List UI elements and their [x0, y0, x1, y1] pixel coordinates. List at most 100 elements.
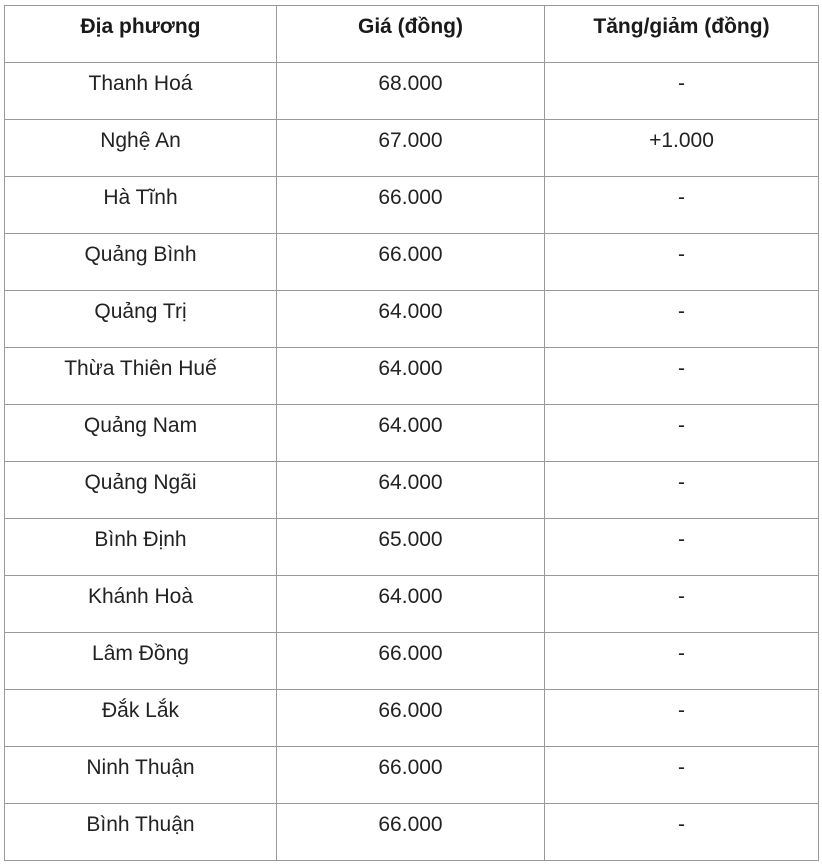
change-cell: -	[544, 404, 819, 462]
change-cell-text: -	[678, 471, 685, 494]
table-row: Quảng Nam 64.000 -	[4, 404, 819, 462]
price-cell-text: 64.000	[378, 414, 443, 437]
price-cell: 67.000	[276, 119, 545, 177]
table-row: Ninh Thuận 66.000 -	[4, 746, 819, 804]
price-cell-text: 66.000	[378, 243, 443, 266]
location-cell: Ninh Thuận	[4, 746, 277, 804]
change-cell-text: -	[678, 756, 685, 779]
header-price: Giá (đồng)	[276, 5, 545, 63]
price-cell: 66.000	[276, 689, 545, 747]
change-cell: -	[544, 461, 819, 519]
table-row: Hà Tĩnh 66.000 -	[4, 176, 819, 234]
table-row: Quảng Bình 66.000 -	[4, 233, 819, 291]
table-row: Đắk Lắk 66.000 -	[4, 689, 819, 747]
change-cell-text: -	[678, 186, 685, 209]
location-cell: Quảng Ngãi	[4, 461, 277, 519]
location-cell: Đắk Lắk	[4, 689, 277, 747]
table-row: Lâm Đồng 66.000 -	[4, 632, 819, 690]
table-row: Thanh Hoá 68.000 -	[4, 62, 819, 120]
change-cell-text: -	[678, 300, 685, 323]
location-cell: Hà Tĩnh	[4, 176, 277, 234]
location-cell-text: Quảng Ngãi	[84, 471, 197, 494]
table-row: Quảng Trị 64.000 -	[4, 290, 819, 348]
header-change: Tăng/giảm (đồng)	[544, 5, 819, 63]
price-cell-text: 67.000	[378, 129, 443, 152]
change-cell: -	[544, 746, 819, 804]
change-cell: -	[544, 290, 819, 348]
location-cell-text: Hà Tĩnh	[103, 186, 178, 209]
price-cell: 66.000	[276, 176, 545, 234]
change-cell: -	[544, 632, 819, 690]
price-cell-text: 66.000	[378, 642, 443, 665]
change-cell: -	[544, 176, 819, 234]
price-cell-text: 66.000	[378, 186, 443, 209]
location-cell: Lâm Đồng	[4, 632, 277, 690]
change-cell: -	[544, 233, 819, 291]
table-row: Thừa Thiên Huế 64.000 -	[4, 347, 819, 405]
location-cell-text: Quảng Nam	[83, 414, 198, 437]
location-cell-text: Quảng Trị	[94, 300, 187, 323]
price-cell: 65.000	[276, 518, 545, 576]
table-row: Quảng Ngãi 64.000 -	[4, 461, 819, 519]
price-cell: 66.000	[276, 803, 545, 861]
price-cell-text: 66.000	[378, 756, 443, 779]
header-row: Địa phương Giá (đồng) Tăng/giảm (đồng)	[4, 5, 819, 63]
table-row: Nghệ An 67.000 +1.000	[4, 119, 819, 177]
table-row: Bình Định 65.000 -	[4, 518, 819, 576]
change-cell: -	[544, 803, 819, 861]
location-cell-text: Nghệ An	[100, 129, 181, 152]
table-row: Bình Thuận 66.000 -	[4, 803, 819, 861]
change-cell-text: -	[678, 813, 685, 836]
price-cell: 66.000	[276, 233, 545, 291]
location-cell: Quảng Bình	[4, 233, 277, 291]
price-cell-text: 64.000	[378, 585, 443, 608]
change-cell-text: +1.000	[649, 129, 714, 152]
location-cell-text: Bình Định	[94, 528, 187, 551]
change-cell: -	[544, 518, 819, 576]
price-cell-text: 65.000	[378, 528, 443, 551]
change-cell-text: -	[678, 699, 685, 722]
location-cell: Quảng Nam	[4, 404, 277, 462]
change-cell: -	[544, 347, 819, 405]
price-cell-text: 66.000	[378, 699, 443, 722]
location-cell-text: Khánh Hoà	[87, 585, 194, 608]
price-cell-text: 64.000	[378, 357, 443, 380]
change-cell-text: -	[678, 642, 685, 665]
change-cell-text: -	[678, 528, 685, 551]
change-cell-text: -	[678, 585, 685, 608]
price-cell-text: 66.000	[378, 813, 443, 836]
header-change-label: Tăng/giảm (đồng)	[593, 15, 770, 38]
header-location-label: Địa phương	[80, 15, 201, 38]
price-cell: 68.000	[276, 62, 545, 120]
header-location: Địa phương	[4, 5, 277, 63]
location-cell: Khánh Hoà	[4, 575, 277, 633]
change-cell-text: -	[678, 357, 685, 380]
price-cell: 64.000	[276, 347, 545, 405]
price-cell: 66.000	[276, 746, 545, 804]
location-cell: Bình Thuận	[4, 803, 277, 861]
price-cell: 64.000	[276, 290, 545, 348]
header-price-label: Giá (đồng)	[358, 15, 463, 38]
change-cell: -	[544, 689, 819, 747]
price-table: Địa phương Giá (đồng) Tăng/giảm (đồng) T…	[4, 5, 819, 861]
table-row: Khánh Hoà 64.000 -	[4, 575, 819, 633]
location-cell: Quảng Trị	[4, 290, 277, 348]
location-cell: Thừa Thiên Huế	[4, 347, 277, 405]
location-cell-text: Ninh Thuận	[86, 756, 195, 779]
price-cell-text: 68.000	[378, 72, 443, 95]
price-cell: 64.000	[276, 461, 545, 519]
location-cell-text: Thừa Thiên Huế	[64, 357, 217, 380]
change-cell-text: -	[678, 243, 685, 266]
price-cell-text: 64.000	[378, 471, 443, 494]
location-cell-text: Quảng Bình	[84, 243, 197, 266]
location-cell-text: Lâm Đồng	[92, 642, 189, 665]
change-cell: -	[544, 575, 819, 633]
location-cell: Thanh Hoá	[4, 62, 277, 120]
location-cell-text: Thanh Hoá	[88, 72, 193, 95]
change-cell-text: -	[678, 414, 685, 437]
change-cell-text: -	[678, 72, 685, 95]
price-cell: 64.000	[276, 404, 545, 462]
location-cell: Bình Định	[4, 518, 277, 576]
price-cell: 66.000	[276, 632, 545, 690]
price-cell-text: 64.000	[378, 300, 443, 323]
